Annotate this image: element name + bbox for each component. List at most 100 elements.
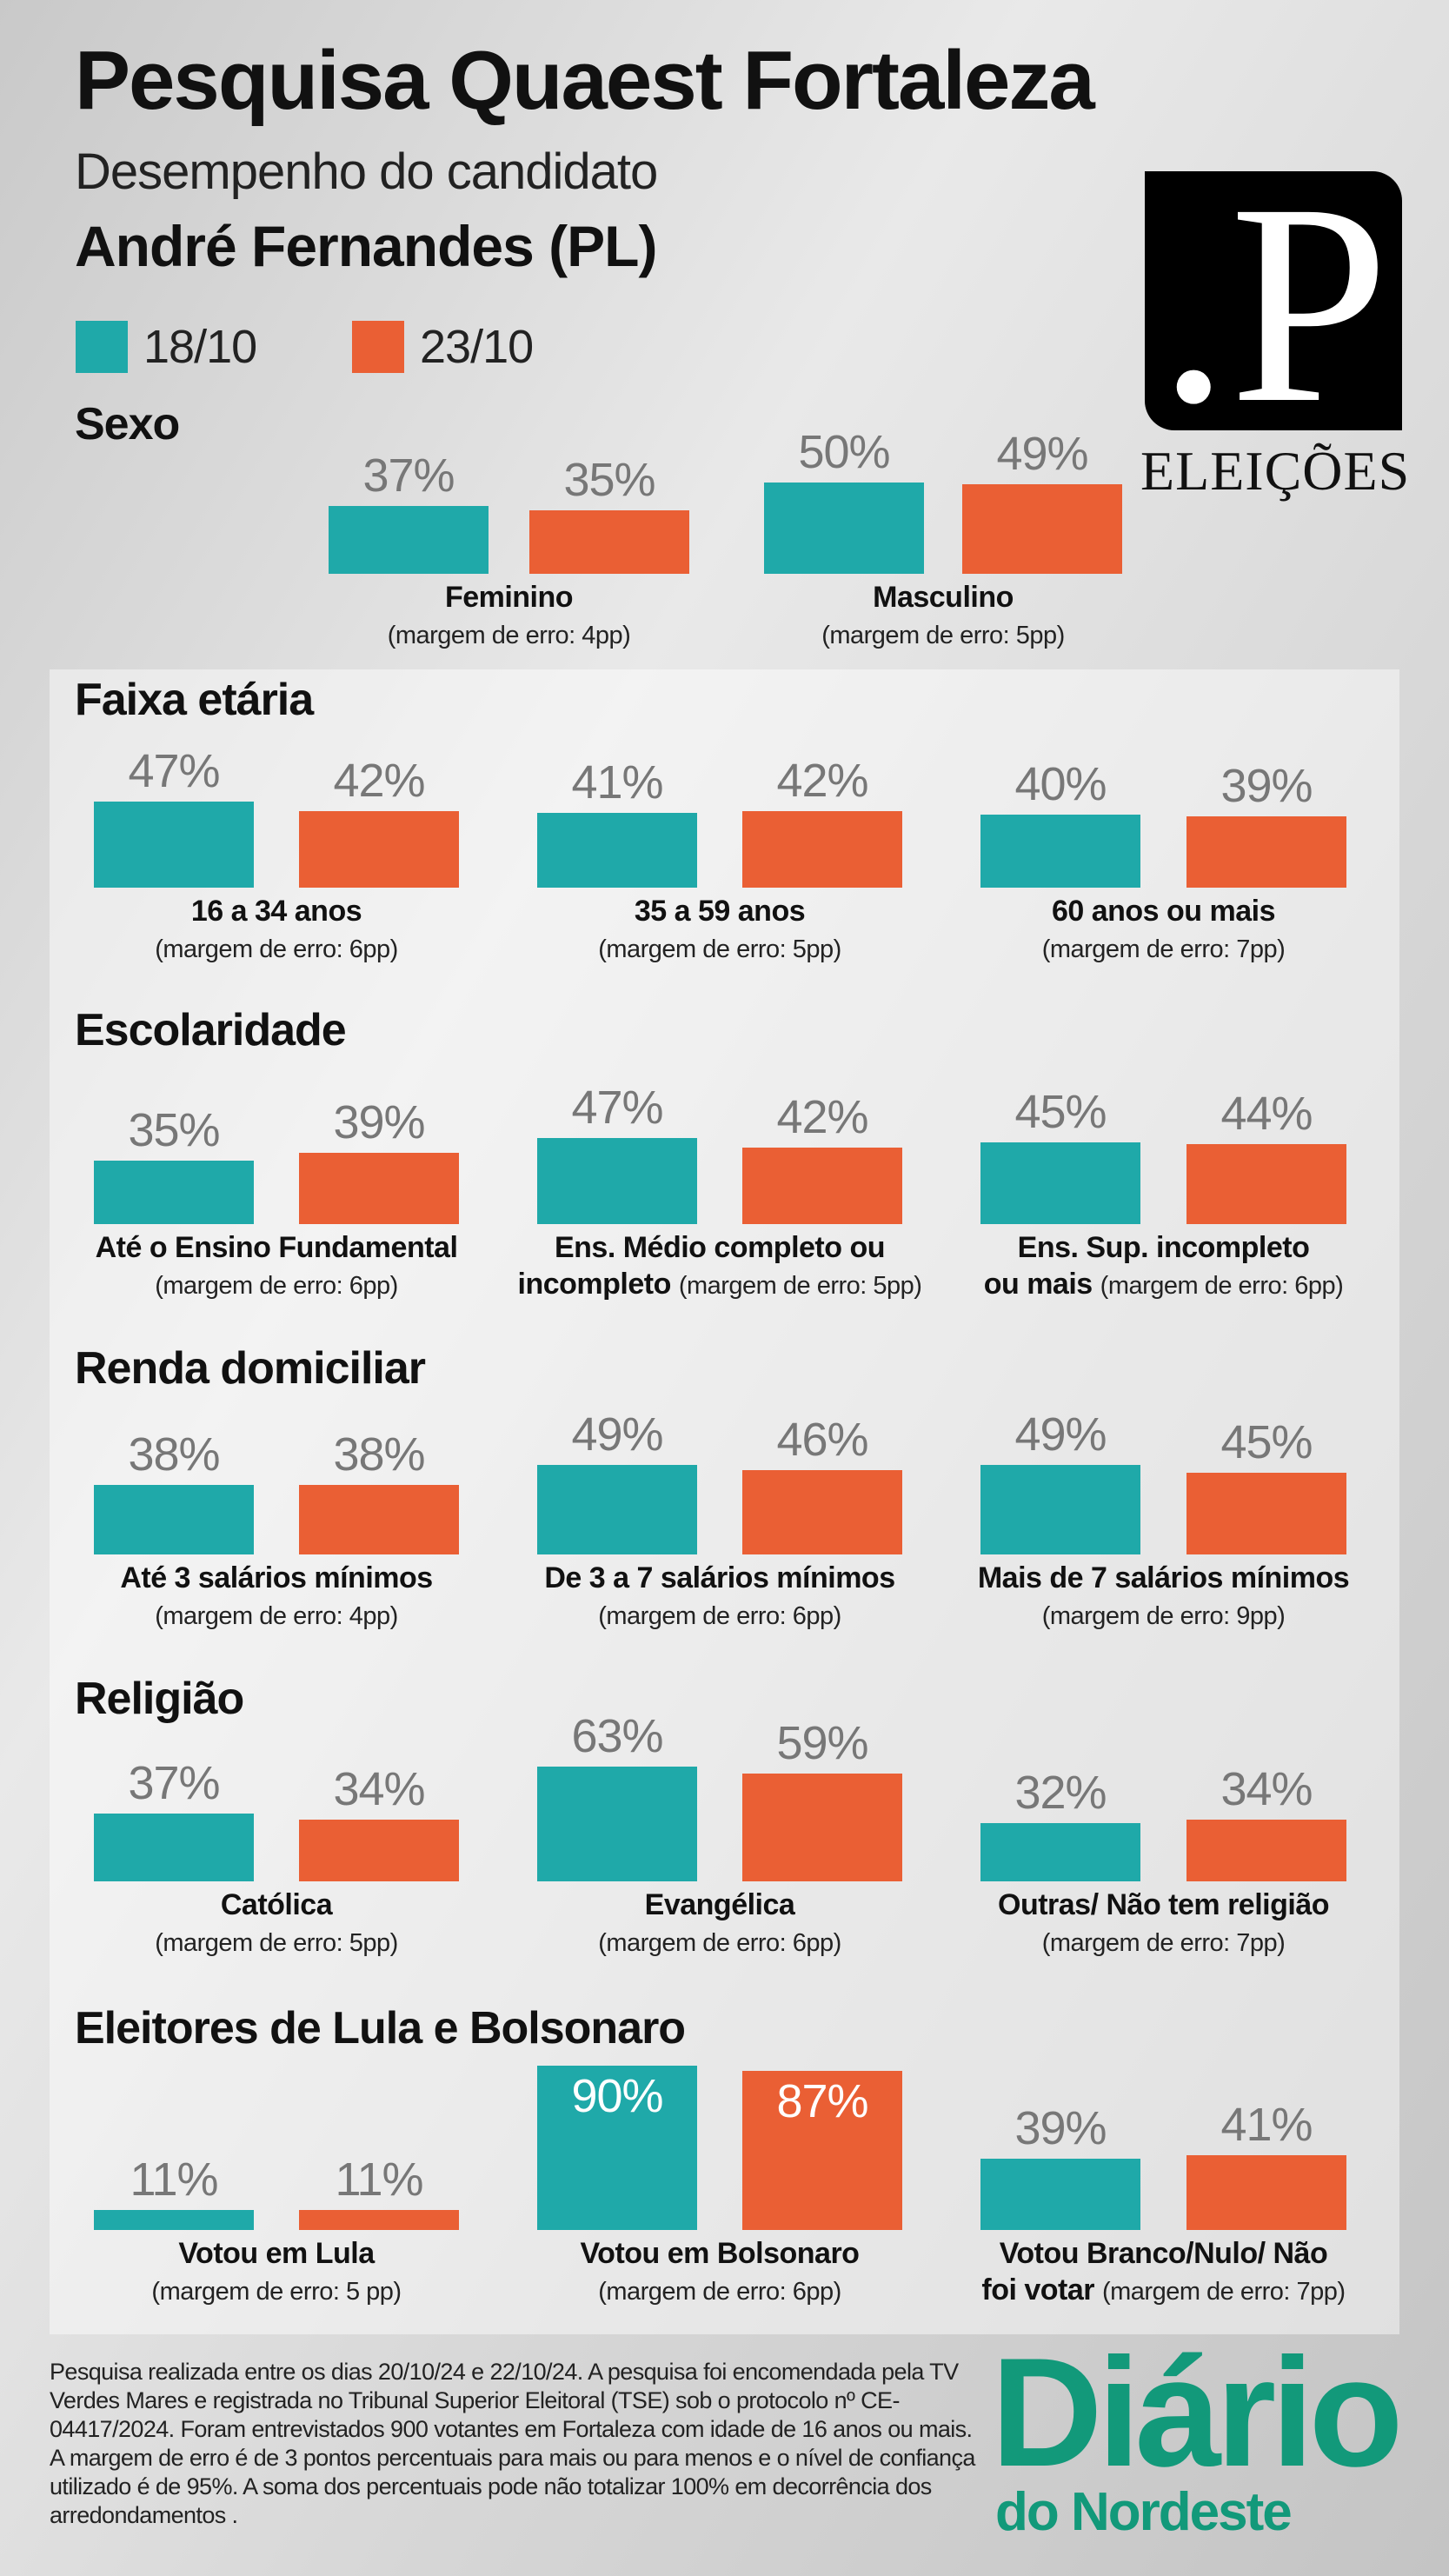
margin-of-error: (margem de erro: 9pp) xyxy=(1041,1602,1286,1630)
bar-23-10 xyxy=(529,509,689,574)
bar-18-10 xyxy=(537,1766,697,1881)
category-name: 16 a 34 anos xyxy=(190,895,362,928)
category-name: Até 3 salários mínimos xyxy=(120,1561,433,1594)
margin-of-error: (margem de erro: 4pp) xyxy=(387,622,631,649)
bar-18-10 xyxy=(980,815,1140,888)
category-name: Até o Ensino Fundamental xyxy=(95,1231,458,1264)
category-name: Católica xyxy=(220,1888,333,1921)
data-label: 45% xyxy=(1014,1085,1107,1138)
bar-18-10 xyxy=(980,1822,1140,1881)
category-label: Feminino (margem de erro: 4pp) xyxy=(301,579,718,654)
section-heading: Escolaridade xyxy=(75,1005,347,1055)
margin-of-error: (margem de erro: 7pp) xyxy=(1101,2278,1346,2306)
bar-23-10 xyxy=(962,484,1122,574)
bar-18-10 xyxy=(537,812,697,888)
data-label: 44% xyxy=(1220,1087,1313,1140)
legend-swatch-teal xyxy=(76,321,128,373)
data-label: 34% xyxy=(1220,1762,1313,1815)
category-name: Ens. Médio completo ou xyxy=(554,1231,886,1264)
margin-of-error: (margem de erro: 6pp) xyxy=(598,2278,841,2306)
section-heading: Religião xyxy=(75,1674,244,1724)
logo-eleicoes: ELEIÇÕES xyxy=(1140,440,1411,502)
category-label: Outras/ Não tem religião (margem de erro:… xyxy=(955,1887,1373,1961)
bar-23-10 xyxy=(742,1147,902,1224)
bar-18-10 xyxy=(94,1814,254,1881)
category-label: Evangélica (margem de erro: 6pp) xyxy=(511,1887,928,1961)
data-label: 37% xyxy=(128,1757,220,1810)
data-label: 39% xyxy=(1220,760,1313,813)
page-title: Pesquisa Quaest Fortaleza xyxy=(75,34,1095,127)
bar-23-10 xyxy=(742,1470,902,1554)
bar-23-10 xyxy=(742,810,902,888)
data-label: 42% xyxy=(776,754,868,807)
bar-23-10 xyxy=(299,1819,459,1881)
margin-of-error: (margem de erro: 6pp) xyxy=(598,1929,841,1957)
data-label: 90% xyxy=(571,2070,663,2122)
margin-of-error: (margem de erro: 6pp) xyxy=(155,1272,398,1300)
data-label: 40% xyxy=(1014,758,1107,810)
bar-18-10 xyxy=(537,2066,697,2230)
legend-label: 18/10 xyxy=(143,321,257,373)
category-name: ou mais xyxy=(983,1268,1093,1301)
data-label: 34% xyxy=(333,1762,425,1815)
margin-of-error: (margem de erro: 6pp) xyxy=(155,935,398,963)
category-label: Mais de 7 salários mínimos (margem de err… xyxy=(955,1560,1373,1634)
data-label: 32% xyxy=(1014,1766,1107,1819)
data-label: 59% xyxy=(776,1717,868,1770)
data-label: 49% xyxy=(996,428,1088,481)
bar-18-10 xyxy=(980,1142,1140,1224)
category-label: Ens. Médio completo ou incompleto (margem… xyxy=(511,1229,928,1304)
data-label: 39% xyxy=(1014,2102,1107,2155)
bar-18-10 xyxy=(537,1465,697,1554)
category-name: Feminino xyxy=(444,581,574,614)
category-label: Masculino (margem de erro: 5pp) xyxy=(734,579,1152,654)
category-label: Votou Branco/Nulo/ Não foi votar (margem … xyxy=(955,2235,1373,2310)
data-label: 41% xyxy=(1220,2098,1313,2151)
margin-of-error: (margem de erro: 7pp) xyxy=(1041,935,1286,963)
data-label: 42% xyxy=(333,754,425,807)
data-label: 35% xyxy=(563,453,655,506)
category-name: 35 a 59 anos xyxy=(634,895,806,928)
category-label: Até o Ensino Fundamental (margem de erro:… xyxy=(68,1229,485,1304)
bar-18-10 xyxy=(537,1138,697,1224)
category-label: 60 anos ou mais (margem de erro: 7pp) xyxy=(955,893,1373,968)
legend-item-series2: 23/10 xyxy=(352,320,534,374)
margin-of-error: (margem de erro: 4pp) xyxy=(155,1602,398,1630)
diario-logo-line1: Diário xyxy=(991,2326,1403,2499)
category-label: 16 a 34 anos (margem de erro: 6pp) xyxy=(68,893,485,968)
category-label: Votou em Lula (margem de erro: 5 pp) xyxy=(68,2235,485,2310)
category-label: Ens. Sup. incompleto ou mais (margem de e… xyxy=(955,1229,1373,1304)
section-heading: Eleitores de Lula e Bolsonaro xyxy=(75,2003,686,2053)
data-label: 46% xyxy=(776,1414,868,1467)
margin-of-error: (margem de erro: 5pp) xyxy=(155,1929,398,1957)
category-label: De 3 a 7 salários mínimos (margem de erro… xyxy=(511,1560,928,1634)
category-label: Até 3 salários mínimos (margem de erro: 4… xyxy=(68,1560,485,1634)
bar-18-10 xyxy=(980,2159,1140,2230)
category-name: Votou em Bolsonaro xyxy=(580,2237,860,2270)
data-label: 87% xyxy=(776,2075,868,2128)
category-name: incompleto xyxy=(517,1268,672,1301)
margin-of-error: (margem de erro: 5pp) xyxy=(598,935,841,963)
data-label: 38% xyxy=(128,1428,220,1481)
category-label: Católica (margem de erro: 5pp) xyxy=(68,1887,485,1961)
bar-18-10 xyxy=(980,1465,1140,1554)
category-name: Ens. Sup. incompleto xyxy=(1017,1231,1310,1264)
data-label: 63% xyxy=(571,1709,663,1762)
data-label: 38% xyxy=(333,1428,425,1481)
category-name: 60 anos ou mais xyxy=(1051,895,1276,928)
data-label: 49% xyxy=(1014,1408,1107,1461)
logo-mark: .P xyxy=(1157,171,1390,430)
legend-label: 23/10 xyxy=(420,321,534,373)
bar-23-10 xyxy=(299,2209,459,2230)
bar-23-10 xyxy=(1186,2154,1346,2230)
section-heading: Sexo xyxy=(75,399,180,449)
opovo-logo: .P xyxy=(1145,171,1402,430)
candidate-name: André Fernandes (PL) xyxy=(75,214,657,278)
diario-logo-line2: do Nordeste xyxy=(995,2482,1293,2542)
methodology-note: Pesquisa realizada entre os dias 20/10/2… xyxy=(50,2359,975,2528)
data-label: 11% xyxy=(335,2153,423,2206)
bar-23-10 xyxy=(299,1153,459,1224)
margin-of-error: (margem de erro: 6pp) xyxy=(598,1602,841,1630)
section-heading: Faixa etária xyxy=(75,675,314,725)
bar-23-10 xyxy=(299,1485,459,1554)
